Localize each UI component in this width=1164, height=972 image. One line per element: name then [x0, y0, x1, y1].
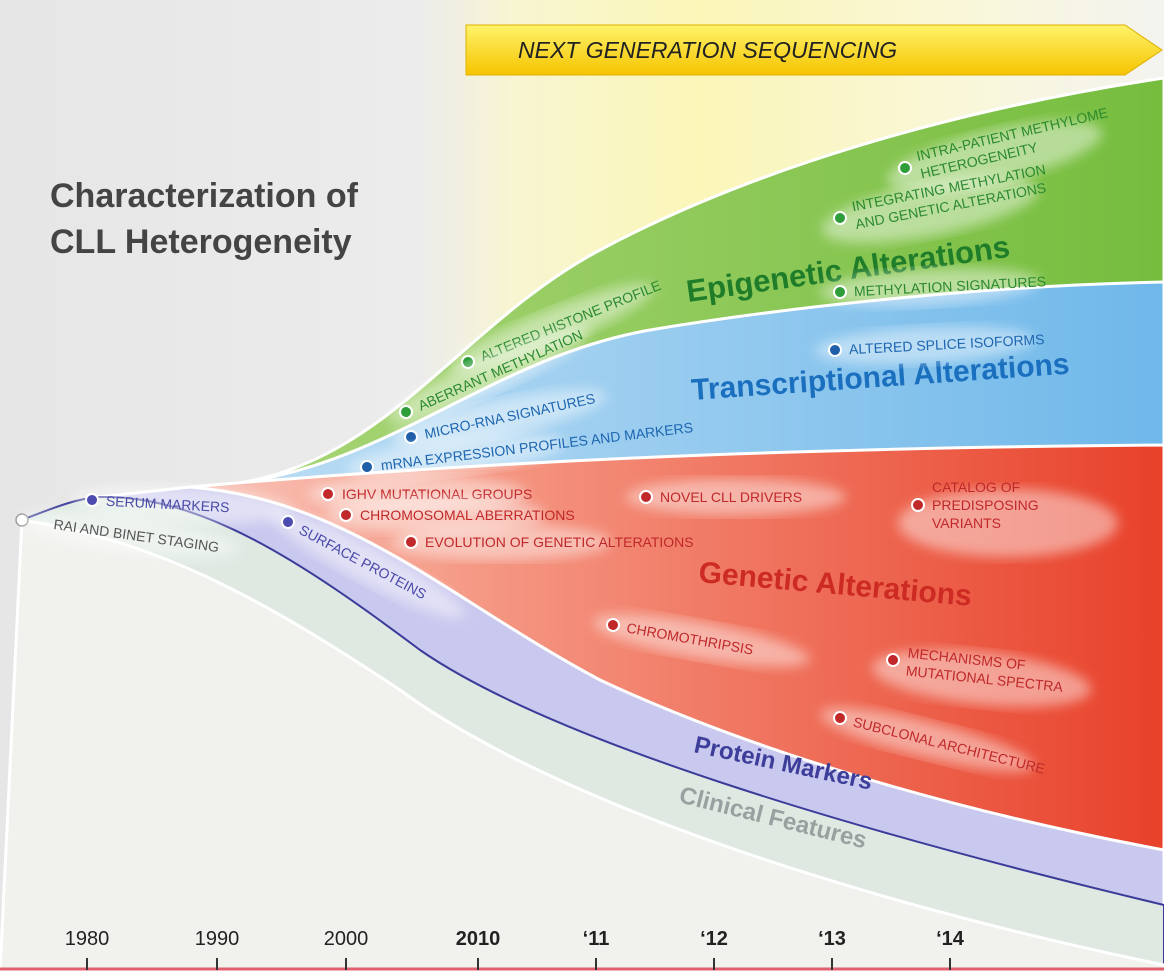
timeline-label: 1980: [65, 928, 110, 950]
item-dot: [833, 211, 847, 225]
timeline-label: ‘13: [818, 928, 846, 950]
item-dot: [340, 509, 352, 521]
timeline-label: 1990: [195, 928, 240, 950]
item-label: CHROMOSOMAL ABERRATIONS: [360, 507, 575, 523]
item-dot: [405, 536, 417, 548]
diagram: NEXT GENERATION SEQUENCING Characterizat…: [0, 0, 1164, 972]
item-dot: [912, 499, 924, 511]
timeline-label: ‘11: [583, 928, 610, 950]
item-label: PREDISPOSING: [932, 497, 1039, 513]
item-dot: [360, 460, 373, 473]
timeline-label: 2000: [324, 928, 369, 950]
item-dot: [86, 494, 99, 507]
item-dot: [640, 491, 652, 503]
timeline-label: 2010: [456, 928, 501, 950]
item: NOVEL CLL DRIVERS: [626, 479, 846, 515]
title-line: CLL Heterogeneity: [50, 223, 352, 261]
item-label: CATALOG OF: [932, 479, 1020, 495]
item-label: VARIANTS: [932, 515, 1001, 531]
timeline-label: ‘12: [700, 928, 728, 950]
item-dot: [322, 488, 334, 500]
item-label: NOVEL CLL DRIVERS: [660, 489, 802, 505]
item-dot: [886, 653, 899, 666]
item-dot: [829, 344, 842, 357]
timeline-label: ‘14: [936, 928, 965, 950]
title-line: Characterization of: [50, 177, 359, 215]
item-dot: [606, 618, 620, 632]
item-dot: [834, 286, 847, 299]
item-label: EVOLUTION OF GENETIC ALTERATIONS: [425, 534, 694, 550]
banner-text: NEXT GENERATION SEQUENCING: [518, 37, 897, 63]
page: NEXT GENERATION SEQUENCING Characterizat…: [0, 0, 1164, 972]
